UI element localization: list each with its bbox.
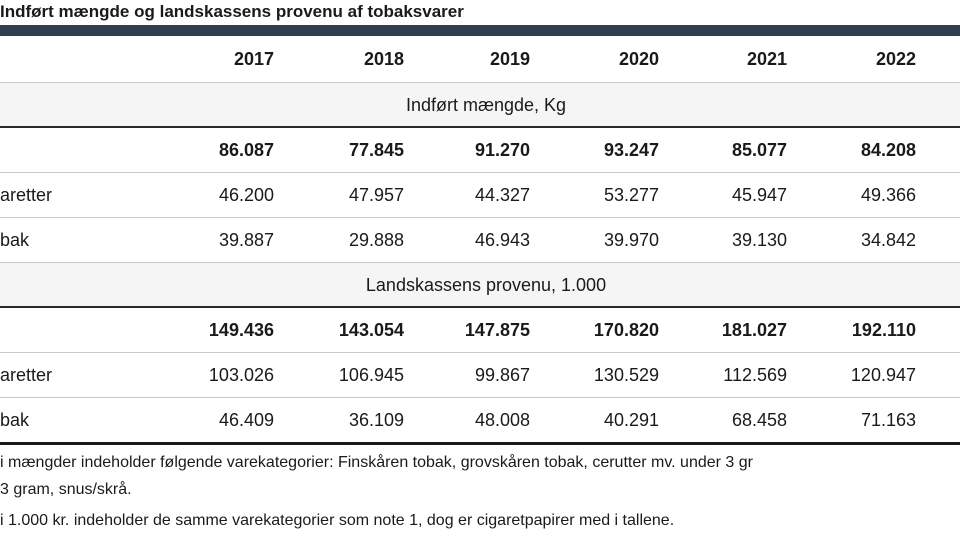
table-cell: 68.458 bbox=[731, 410, 787, 430]
year-header: 2020 bbox=[618, 49, 659, 69]
table-cell: 120.947 bbox=[850, 365, 916, 385]
table-row: aretter 46.200 47.957 44.327 53.277 45.9… bbox=[0, 173, 960, 217]
table-cell: 85.077 bbox=[731, 140, 787, 160]
row-label: aretter bbox=[0, 185, 53, 205]
table-cell: 46.409 bbox=[218, 410, 274, 430]
table-cell: 34.842 bbox=[860, 230, 916, 250]
table-row: bak 39.887 29.888 46.943 39.970 39.130 3… bbox=[0, 218, 960, 262]
table-cell: 112.569 bbox=[723, 365, 787, 385]
footnote-2: i 1.000 kr. indeholder de samme varekate… bbox=[0, 512, 675, 529]
table-cell: 36.109 bbox=[348, 410, 404, 430]
table-cell: 99.867 bbox=[474, 365, 530, 385]
table-cell: 49.366 bbox=[860, 185, 916, 205]
table-cell: 91.270 bbox=[474, 140, 530, 160]
section-band bbox=[0, 83, 960, 127]
table-cell: 106.945 bbox=[338, 365, 404, 385]
row-label: bak bbox=[0, 410, 30, 430]
table-cell: 77.845 bbox=[348, 140, 404, 160]
table-cell: 48.008 bbox=[474, 410, 530, 430]
divider bbox=[0, 352, 960, 353]
section-divider bbox=[0, 126, 960, 128]
year-header: 2022 bbox=[875, 49, 916, 69]
divider bbox=[0, 397, 960, 398]
section-heading-revenue: Landskassens provenu, 1.000 bbox=[365, 275, 607, 295]
footnote-1: i mængder indeholder følgende varekatego… bbox=[0, 454, 753, 471]
year-header: 2017 bbox=[233, 49, 274, 69]
table-cell: 44.327 bbox=[474, 185, 530, 205]
table-bottom-rule bbox=[0, 442, 960, 445]
table-cell: 84.208 bbox=[860, 140, 916, 160]
table-cell: 149.436 bbox=[208, 320, 274, 340]
table-cell: 39.130 bbox=[731, 230, 787, 250]
table-title: Indført mængde og landskassens provenu a… bbox=[0, 2, 464, 21]
year-header: 2019 bbox=[489, 49, 530, 69]
table-cell: 39.970 bbox=[603, 230, 659, 250]
table-cell: 181.027 bbox=[721, 320, 787, 340]
year-header-row: 2017 2018 2019 2020 2021 2022 bbox=[0, 37, 960, 81]
divider bbox=[0, 262, 960, 263]
table-cell: 71.163 bbox=[860, 410, 916, 430]
divider bbox=[0, 217, 960, 218]
table-cell: 46.200 bbox=[218, 185, 274, 205]
table-cell: 47.957 bbox=[348, 185, 404, 205]
table-cell: 45.947 bbox=[731, 185, 787, 205]
table-cell: 147.875 bbox=[464, 320, 530, 340]
table-cell: 39.887 bbox=[218, 230, 274, 250]
row-label: aretter bbox=[0, 365, 53, 385]
table-cell: 103.026 bbox=[208, 365, 274, 385]
section-divider bbox=[0, 306, 960, 308]
year-header: 2021 bbox=[746, 49, 787, 69]
table-row: 86.087 77.845 91.270 93.247 85.077 84.20… bbox=[0, 128, 960, 172]
divider bbox=[0, 82, 960, 83]
table-cell: 170.820 bbox=[593, 320, 659, 340]
table-cell: 53.277 bbox=[603, 185, 659, 205]
year-header: 2018 bbox=[363, 49, 404, 69]
row-label: bak bbox=[0, 230, 30, 250]
table-cell: 130.529 bbox=[593, 365, 659, 385]
table-cell: 93.247 bbox=[603, 140, 659, 160]
table-cell: 86.087 bbox=[218, 140, 274, 160]
table-cell: 46.943 bbox=[474, 230, 530, 250]
section-heading-quantity: Indført mængde, Kg bbox=[405, 95, 567, 115]
table-cell: 29.888 bbox=[348, 230, 404, 250]
table-row: 149.436 143.054 147.875 170.820 181.027 … bbox=[0, 308, 960, 352]
table-cell: 192.110 bbox=[851, 320, 916, 340]
table-row: aretter 103.026 106.945 99.867 130.529 1… bbox=[0, 353, 960, 397]
footnote-1-continued: 3 gram, snus/skrå. bbox=[0, 481, 132, 498]
table-cell: 143.054 bbox=[338, 320, 404, 340]
section-band bbox=[0, 263, 960, 307]
table-cell: 40.291 bbox=[603, 410, 659, 430]
divider bbox=[0, 172, 960, 173]
title-rule bbox=[0, 25, 960, 36]
table-row: bak 46.409 36.109 48.008 40.291 68.458 7… bbox=[0, 398, 960, 442]
